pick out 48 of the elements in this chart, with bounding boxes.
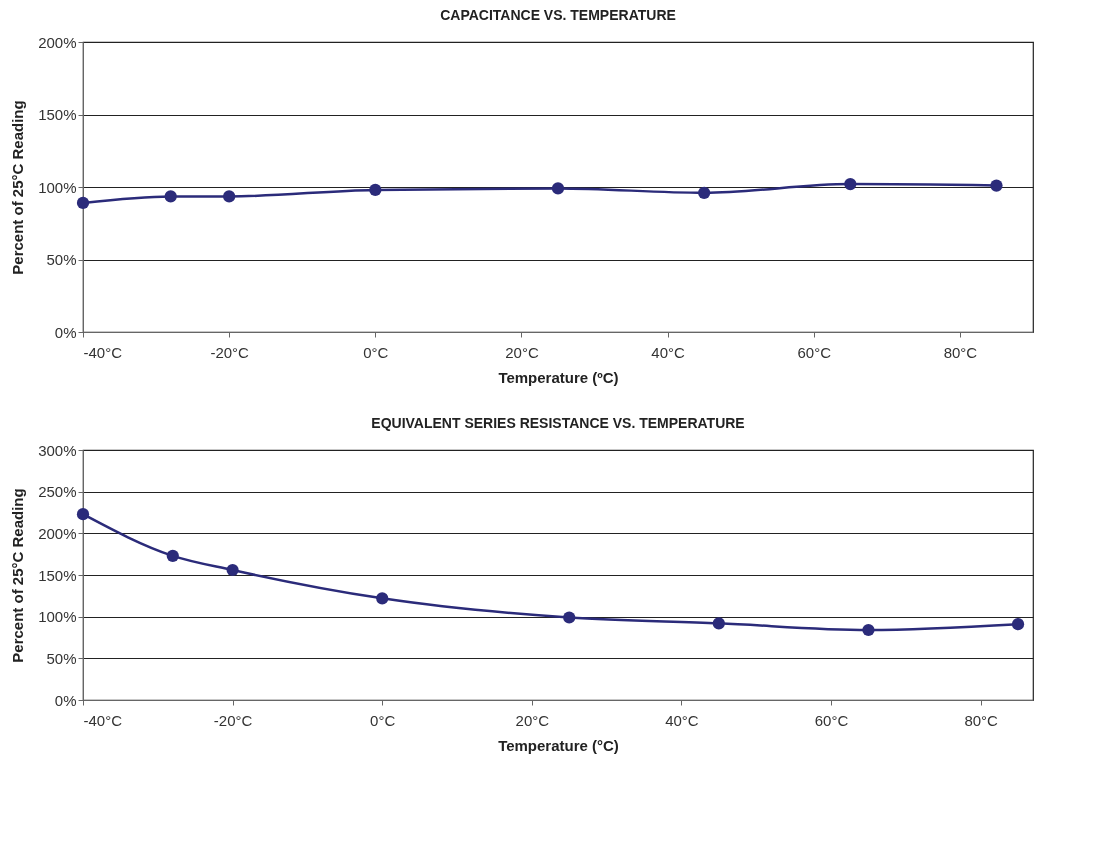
x-axis-title: Temperature (°C) <box>498 736 619 754</box>
y-tick-label: 250% <box>38 483 77 501</box>
x-tick-label: 20°C <box>505 343 539 361</box>
point <box>563 611 576 624</box>
x-tick-label: -40°C <box>83 343 123 361</box>
point <box>712 617 725 630</box>
point <box>551 182 565 195</box>
y-axis-title: Percent of 25°C Reading <box>9 488 27 663</box>
chart-title: CAPACITANCE VS. TEMPERATURE <box>440 7 676 23</box>
y-tick-label: 50% <box>46 649 77 667</box>
point <box>698 186 711 199</box>
x-tick-label: 20°C <box>515 711 550 729</box>
x-tick-label: 60°C <box>814 711 849 729</box>
y-tick-label: 100% <box>38 178 77 196</box>
x-tick-label: -40°C <box>83 711 123 729</box>
point <box>223 190 236 203</box>
y-tick-label: 150% <box>38 106 77 123</box>
y-tick-label: 200% <box>38 33 77 51</box>
x-tick-label: 40°C <box>651 343 686 361</box>
y-axis-title: Percent of 25°C Reading <box>9 100 27 275</box>
point <box>862 623 875 637</box>
y-tick-label: 0% <box>54 691 77 709</box>
point <box>166 549 179 562</box>
y-tick-label: 200% <box>38 524 77 542</box>
y-tick-label: 150% <box>38 566 77 584</box>
x-tick-label: 80°C <box>943 343 978 361</box>
point <box>76 508 90 521</box>
point <box>164 190 177 203</box>
x-tick-label: 80°C <box>964 711 999 729</box>
chart-title: EQUIVALENT SERIES RESISTANCE VS. TEMPERATURE <box>371 415 745 431</box>
point <box>369 183 382 197</box>
x-tick-label: 60°C <box>797 343 832 361</box>
x-tick-label: 0°C <box>363 343 389 361</box>
point <box>376 592 389 605</box>
x-tick-label: 40°C <box>665 711 699 729</box>
x-tick-label: 0°C <box>370 711 396 729</box>
point <box>226 563 239 577</box>
point <box>1011 618 1025 631</box>
y-tick-label: 50% <box>46 251 77 268</box>
x-axis-title: Temperature (ºC) <box>498 368 619 386</box>
point <box>844 177 857 191</box>
x-tick-label: -20°C <box>210 343 250 361</box>
y-tick-label: 0% <box>54 323 77 341</box>
y-tick-label: 100% <box>38 608 77 626</box>
point <box>76 196 90 210</box>
point <box>990 179 1003 192</box>
y-tick-label: 300% <box>38 441 77 459</box>
x-tick-label: -20°C <box>213 711 253 729</box>
